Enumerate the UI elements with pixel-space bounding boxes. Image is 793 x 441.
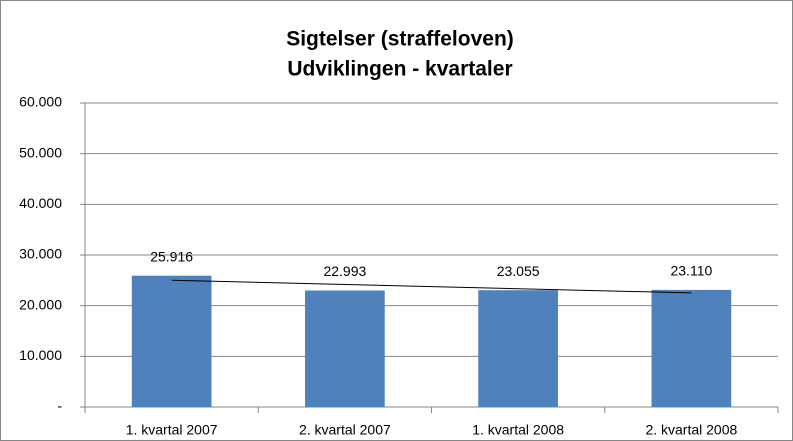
chart-title: Sigtelser (straffeloven) [286, 28, 514, 51]
x-tick-label: 1. kvartal 2008 [472, 422, 564, 438]
bar [305, 290, 385, 407]
x-tick-label: 2. kvartal 2007 [299, 422, 391, 438]
bar [131, 275, 212, 407]
y-tick-label: 30.000 [19, 246, 62, 262]
data-label: 23.110 [670, 263, 712, 279]
bar [478, 290, 558, 407]
data-label: 25.916 [150, 248, 193, 264]
data-label: 23.055 [497, 263, 540, 279]
y-tick-label: 40.000 [19, 195, 62, 211]
x-tick-label: 1. kvartal 2007 [126, 422, 218, 438]
data-label: 22.993 [323, 263, 366, 279]
y-tick-label: 50.000 [19, 144, 62, 160]
chart-title: Udviklingen - kvartaler [287, 58, 512, 81]
y-tick-label: 60.000 [19, 94, 62, 110]
trendline [171, 279, 692, 294]
x-tick-label: 2. kvartal 2008 [645, 422, 737, 438]
y-tick-label: 20.000 [19, 296, 62, 312]
bar [651, 289, 732, 407]
y-tick-label: - [57, 398, 62, 414]
y-tick-label: 10.000 [19, 347, 62, 363]
